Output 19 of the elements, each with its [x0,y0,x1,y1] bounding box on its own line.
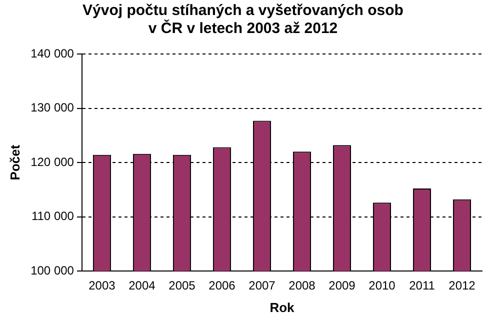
y-axis-title: Počet [7,144,22,180]
y-tick-label: 110 000 [31,209,74,224]
y-tick-label: 140 000 [30,46,74,60]
x-tick-label: 2008 [288,278,316,293]
x-tick-label: 2003 [88,278,116,293]
y-tick-label: 130 000 [30,100,74,115]
x-tick-label: 2004 [128,278,156,293]
x-tick-label: 2011 [409,278,436,293]
x-tick-label: 2005 [168,278,196,293]
x-tick-label: 2012 [448,278,476,293]
y-tick-label: 100 000 [30,263,74,278]
x-axis-title: Rok [270,300,296,315]
text: v ČR v letech 2003 až 2012 [148,20,338,38]
y-tick-label: 120 000 [30,154,74,169]
x-tick-label: 2009 [328,278,356,293]
x-tick-label: 2010 [368,278,396,293]
text: Vývoj počtu stíhaných a vyšetřovaných osob [82,2,404,20]
x-tick-label: 2007 [248,278,276,293]
x-tick-label: 2006 [208,278,236,293]
